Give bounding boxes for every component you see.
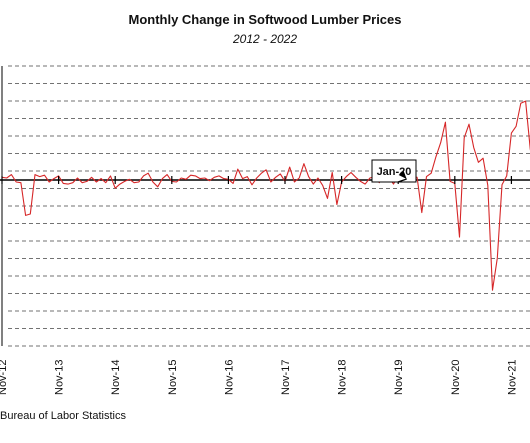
chart-source: Bureau of Labor Statistics <box>0 410 126 422</box>
annotation-arrow <box>397 178 407 183</box>
x-tick-label: Nov-20 <box>450 360 462 395</box>
annotation-arrowhead <box>398 171 407 179</box>
x-tick-label: Nov-17 <box>280 360 292 395</box>
series-layer <box>1 100 530 291</box>
x-tick-label: Nov-13 <box>54 360 66 395</box>
x-tick-label: Nov-19 <box>393 360 405 395</box>
annotation-layer: Jan-20 <box>371 159 417 183</box>
x-tick-label: Nov-12 <box>0 360 9 395</box>
gridlines <box>8 65 530 347</box>
x-tick-labels: Nov-12 Nov-13 Nov-14 Nov-15 Nov-16 Nov-17 Nov-… <box>0 176 518 395</box>
x-tick-label: Nov-16 <box>223 360 235 395</box>
x-tick-label: Nov-18 <box>337 360 349 395</box>
chart-subtitle: 2012 - 2022 <box>232 32 298 46</box>
x-tick-label: Nov-21 <box>506 360 518 395</box>
x-tick-label: Nov-14 <box>110 360 122 395</box>
x-tick-label: Nov-15 <box>167 360 179 395</box>
annotation-label: Jan-20 <box>377 166 412 178</box>
chart-title: Monthly Change in Softwood Lumber Prices <box>128 12 402 27</box>
series-line <box>1 100 530 291</box>
